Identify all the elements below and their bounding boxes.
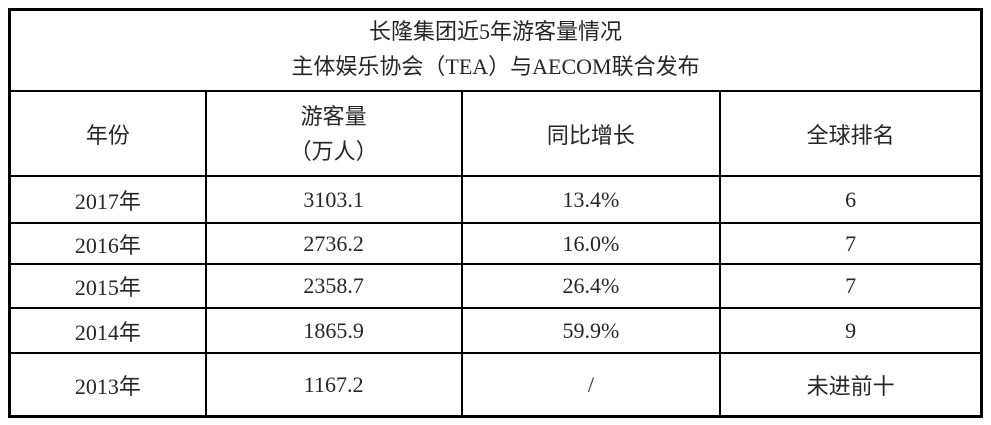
visitor-table-figure: 长隆集团近5年游客量情况 主体娱乐协会（TEA）与AECOM联合发布 年份 游客… <box>8 8 983 418</box>
cell-visitors: 1167.2 <box>207 354 463 415</box>
table-caption: 长隆集团近5年游客量情况 主体娱乐协会（TEA）与AECOM联合发布 <box>11 11 980 92</box>
cell-year: 2016年 <box>11 224 207 265</box>
visitors-table: 年份 游客量 （万人） 同比增长 全球排名 2017年 3103.1 13.4%… <box>11 92 980 415</box>
cell-rank: 6 <box>721 177 980 224</box>
column-header-visitors: 游客量 （万人） <box>206 92 463 177</box>
cell-year: 2015年 <box>11 265 207 309</box>
cell-visitors: 1865.9 <box>206 309 463 354</box>
cell-growth: 16.0% <box>462 224 722 265</box>
cell-year: 2013年 <box>11 354 207 415</box>
cell-growth: 26.4% <box>462 265 722 309</box>
cell-year: 2014年 <box>11 309 207 354</box>
table-subtitle: 主体娱乐协会（TEA）与AECOM联合发布 <box>291 53 700 79</box>
cell-visitors: 2358.7 <box>206 265 463 309</box>
cell-rank: 未进前十 <box>806 373 895 399</box>
cell-growth: 13.4% <box>462 177 722 224</box>
cell-rank: 9 <box>721 309 980 354</box>
column-header-rank: 全球排名 <box>721 92 980 177</box>
cell-visitors: 3103.1 <box>206 177 463 224</box>
column-header-year: 年份 <box>11 92 207 177</box>
column-header-visitors-line2: （万人） <box>289 138 378 164</box>
table-title: 长隆集团近5年游客量情况 <box>368 19 622 45</box>
cell-growth: / <box>463 354 722 415</box>
cell-rank: 7 <box>721 224 980 265</box>
column-header-visitors-line1: 游客量 <box>300 103 367 129</box>
cell-visitors: 2736.2 <box>206 224 463 265</box>
cell-growth: 59.9% <box>462 309 722 354</box>
column-header-growth: 同比增长 <box>462 92 722 177</box>
cell-year: 2017年 <box>11 177 207 224</box>
cell-rank: 7 <box>721 265 980 309</box>
